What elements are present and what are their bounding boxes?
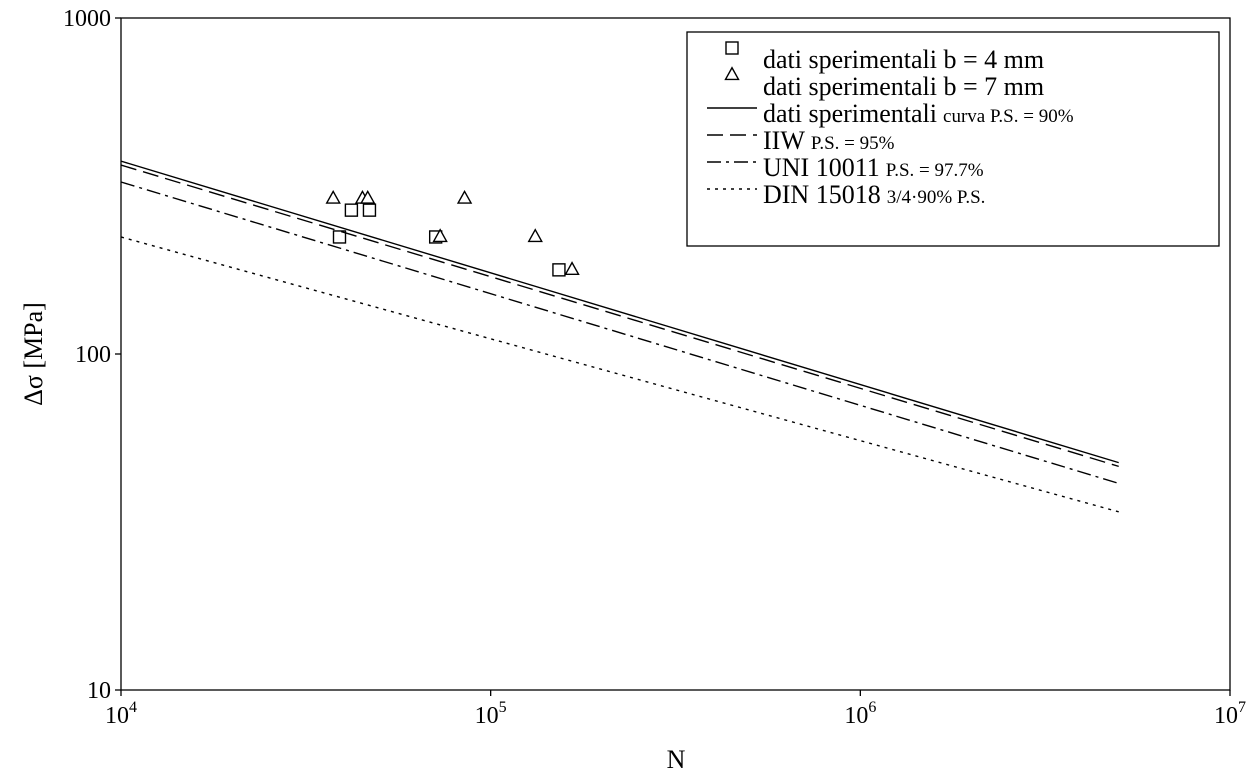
y-tick-label: 1000 <box>63 6 111 32</box>
legend-label-detail: P.S. = 95% <box>811 133 895 154</box>
legend-label: dati sperimentali b = 4 mm <box>763 45 1044 74</box>
legend-label: UNI 10011 P.S. = 97.7% <box>763 153 984 182</box>
legend-box <box>686 31 1220 247</box>
series-1 <box>325 189 580 276</box>
triangle-point <box>527 228 543 243</box>
x-tick-label: 106 <box>844 699 876 729</box>
legend-label-detail: curva P.S. = 90% <box>943 106 1074 127</box>
series-line <box>120 164 1119 468</box>
x-tick-exponent: 7 <box>1238 699 1246 716</box>
x-tick-exponent: 6 <box>868 699 876 716</box>
legend-label-detail: 3/4·90% P.S. <box>887 187 986 208</box>
x-tick-label: 107 <box>1214 699 1246 729</box>
y-tick-label: 10 <box>87 678 111 704</box>
legend-label-main: dati sperimentali b = 4 mm <box>763 45 1044 74</box>
triangle-point <box>564 261 580 276</box>
legend-entry: DIN 15018 3/4·90% P.S. <box>707 180 985 209</box>
square-point <box>332 230 347 244</box>
series-5 <box>120 236 1119 513</box>
legend-label-main: IIW <box>763 126 805 155</box>
series-line <box>120 236 1119 513</box>
legend-label: DIN 15018 3/4·90% P.S. <box>763 180 985 209</box>
x-tick-label: 105 <box>475 699 507 729</box>
legend-marker-symbol <box>724 66 740 81</box>
legend-label-main: dati sperimentali b = 7 mm <box>763 72 1044 101</box>
x-tick-base: 10 <box>844 703 868 729</box>
legend-label-detail: P.S. = 97.7% <box>886 160 984 181</box>
triangle-point <box>325 189 341 204</box>
triangle-point <box>432 228 448 243</box>
x-tick-base: 10 <box>475 703 499 729</box>
legend-label-main: DIN 15018 <box>763 180 881 209</box>
axes-layer <box>115 17 1231 696</box>
x-tick-base: 10 <box>1214 703 1238 729</box>
legend-entry: dati sperimentali b = 7 mm <box>724 66 1044 101</box>
x-tick-exponent: 4 <box>129 699 137 716</box>
legend-label: dati sperimentali curva P.S. = 90% <box>763 99 1074 128</box>
x-tick-base: 10 <box>105 703 129 729</box>
triangle-point <box>456 189 473 204</box>
square-point <box>552 263 566 277</box>
series-layer <box>120 160 1119 513</box>
legend-entry: UNI 10011 P.S. = 97.7% <box>707 153 984 182</box>
square-point <box>344 203 359 217</box>
legend-entry: IIW P.S. = 95% <box>707 126 895 155</box>
y-tick-label: 100 <box>75 342 111 368</box>
legend-entry: dati sperimentali curva P.S. = 90% <box>707 99 1074 128</box>
legend-label-main: dati sperimentali <box>763 99 937 128</box>
series-line <box>120 160 1119 464</box>
triangle-point <box>360 189 376 204</box>
series-4 <box>120 181 1119 485</box>
series-line <box>120 181 1119 485</box>
series-3 <box>120 164 1119 468</box>
y-axis-title: Δσ [MPa] <box>19 302 48 406</box>
legend-label-main: UNI 10011 <box>763 153 880 182</box>
square-point <box>362 203 377 217</box>
legend-marker-symbol <box>725 41 739 55</box>
series-2 <box>120 160 1119 464</box>
legend-label: IIW P.S. = 95% <box>763 126 895 155</box>
legend-entry: dati sperimentali b = 4 mm <box>725 41 1044 74</box>
legend-label: dati sperimentali b = 7 mm <box>763 72 1044 101</box>
x-tick-label: 104 <box>105 699 137 729</box>
x-tick-exponent: 5 <box>499 699 507 716</box>
x-axis-title: N <box>667 745 686 774</box>
